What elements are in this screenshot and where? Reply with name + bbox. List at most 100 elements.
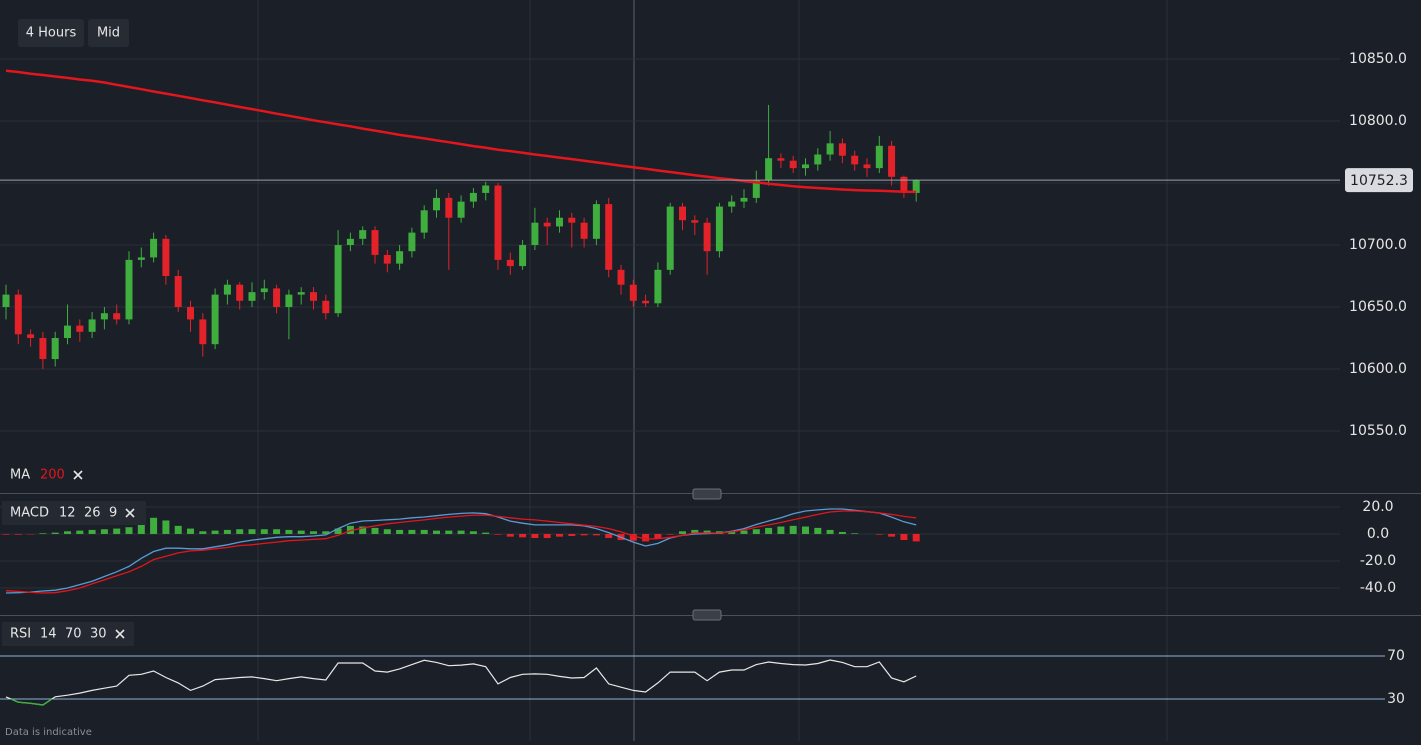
candle-body <box>704 223 711 252</box>
timeframe-button[interactable]: 4 Hours <box>18 19 84 47</box>
resize-handle[interactable] <box>693 489 721 499</box>
y-tick-label: 10850.0 <box>1349 51 1407 67</box>
candle-body <box>101 313 108 319</box>
histogram-bar <box>913 534 920 541</box>
candle-body <box>642 301 649 303</box>
histogram-bar <box>741 531 748 534</box>
legend-param: 26 <box>84 506 101 521</box>
candle-body <box>285 295 292 307</box>
histogram-bar <box>126 527 133 534</box>
candle-body <box>458 202 465 218</box>
histogram-bar <box>433 531 440 534</box>
histogram-bar <box>101 529 108 534</box>
candle-body <box>224 285 231 295</box>
candle-body <box>3 295 10 307</box>
histogram-bar <box>261 529 268 534</box>
histogram-bar <box>187 529 194 534</box>
histogram-bar <box>827 530 834 534</box>
candle-body <box>482 185 489 192</box>
candle-body <box>249 292 256 301</box>
histogram-bar <box>876 534 883 535</box>
legend-param: 200 <box>40 468 65 483</box>
candle-body <box>544 223 551 227</box>
candle-body <box>199 319 206 344</box>
candle-body <box>298 292 305 294</box>
candle-body <box>888 146 895 177</box>
histogram-bar <box>52 533 59 534</box>
price-type-button[interactable]: Mid <box>88 19 129 47</box>
histogram-bar <box>531 534 538 538</box>
button-label[interactable]: 4 Hours <box>26 26 77 41</box>
candle-body <box>777 158 784 160</box>
legend-param: 70 <box>65 627 82 642</box>
candle-body <box>814 154 821 164</box>
y-tick-label: 20.0 <box>1362 499 1393 515</box>
histogram-bar <box>519 534 526 537</box>
candle-body <box>581 223 588 239</box>
candle-body <box>421 210 428 232</box>
candle-body <box>556 218 563 227</box>
candle-body <box>212 295 219 345</box>
y-tick-label: 0.0 <box>1367 526 1389 542</box>
histogram-bar <box>310 531 317 534</box>
y-tick-label: 10600.0 <box>1349 361 1407 377</box>
macd-legend: MACD 12 26 9 <box>2 501 146 525</box>
histogram-bar <box>900 534 907 540</box>
legend-param: 14 <box>40 627 57 642</box>
candle-body <box>568 218 575 223</box>
candle-body <box>322 301 329 313</box>
histogram-bar <box>3 534 10 535</box>
y-tick-label: 10800.0 <box>1349 113 1407 129</box>
candle-body <box>851 156 858 165</box>
histogram-bar <box>162 520 169 534</box>
histogram-bar <box>593 534 600 535</box>
candle-body <box>261 288 268 292</box>
histogram-bar <box>445 531 452 534</box>
candle-body <box>802 164 809 168</box>
histogram-bar <box>212 531 219 534</box>
histogram-bar <box>113 529 120 534</box>
histogram-bar <box>544 534 551 538</box>
candle-body <box>728 202 735 207</box>
histogram-bar <box>396 530 403 534</box>
y-tick-label: 10650.0 <box>1349 299 1407 315</box>
candle-body <box>507 260 514 266</box>
candle-body <box>89 319 96 331</box>
legend-param: 12 <box>59 506 76 521</box>
last-price-label: 10752.3 <box>1350 173 1408 189</box>
candle-body <box>470 193 477 202</box>
candle-body <box>236 285 243 301</box>
histogram-bar <box>39 533 46 534</box>
histogram-bar <box>89 530 96 534</box>
y-tick-label: 10550.0 <box>1349 423 1407 439</box>
histogram-bar <box>76 531 83 534</box>
histogram-bar <box>556 534 563 537</box>
candle-body <box>741 198 748 202</box>
y-tick-label: -40.0 <box>1360 580 1396 596</box>
button-label[interactable]: Mid <box>97 26 120 41</box>
candle-body <box>52 338 59 359</box>
legend-param: 9 <box>109 506 117 521</box>
candle-body <box>27 334 34 338</box>
candle-body <box>593 204 600 239</box>
candle-body <box>150 239 157 258</box>
candle-body <box>765 158 772 180</box>
histogram-bar <box>568 534 575 536</box>
histogram-bar <box>777 527 784 534</box>
candle-body <box>15 295 22 335</box>
histogram-bar <box>851 533 858 534</box>
candle-body <box>162 239 169 276</box>
candle-body <box>113 313 120 319</box>
histogram-bar <box>765 528 772 534</box>
histogram-bar <box>482 533 489 534</box>
histogram-bar <box>495 534 502 535</box>
candle-body <box>372 230 379 255</box>
candle-body <box>384 255 391 264</box>
candle-body <box>654 270 661 303</box>
histogram-bar <box>470 531 477 534</box>
candle-body <box>716 207 723 252</box>
resize-handle[interactable] <box>693 610 721 620</box>
candle-body <box>310 292 317 301</box>
candle-body <box>864 164 871 168</box>
